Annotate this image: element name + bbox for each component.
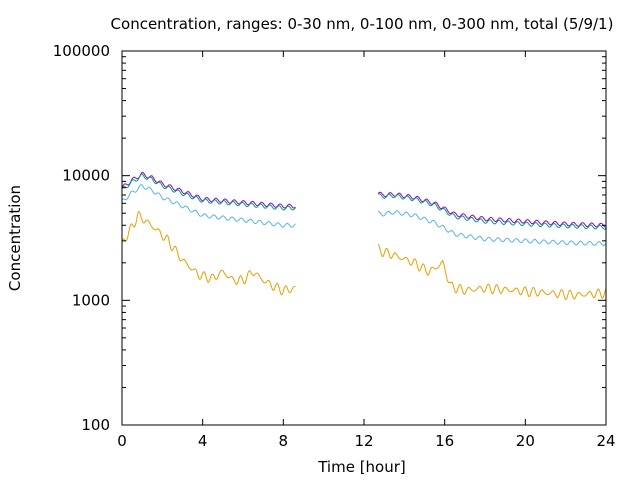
plot-area [121, 171, 607, 300]
x-axis-label: Time [hour] [317, 458, 406, 476]
axis-ticks: 0 4 8 12 16 20 24 100 1000 10000 100000 [53, 42, 616, 450]
y-tick-label: 10000 [62, 167, 110, 185]
x-tick-label: 16 [435, 432, 454, 450]
series-line [377, 193, 607, 230]
series-line [377, 191, 607, 228]
plot-frame [121, 50, 607, 426]
x-tick-label: 24 [596, 432, 615, 450]
series-line [121, 173, 296, 211]
x-tick-label: 4 [198, 432, 208, 450]
x-tick-label: 20 [516, 432, 535, 450]
series-line [377, 244, 607, 300]
y-tick-label: 100 [81, 416, 110, 434]
y-axis-label: Concentration [6, 185, 24, 291]
series-line [121, 184, 296, 228]
x-tick-label: 8 [279, 432, 289, 450]
series-line [121, 211, 296, 296]
x-tick-label: 0 [117, 432, 127, 450]
series-line [121, 171, 296, 209]
y-tick-label: 100000 [53, 42, 110, 60]
y-tick-label: 1000 [72, 291, 110, 309]
chart-title: Concentration, ranges: 0-30 nm, 0-100 nm… [111, 15, 614, 33]
x-tick-label: 12 [354, 432, 373, 450]
series-line [378, 210, 607, 246]
